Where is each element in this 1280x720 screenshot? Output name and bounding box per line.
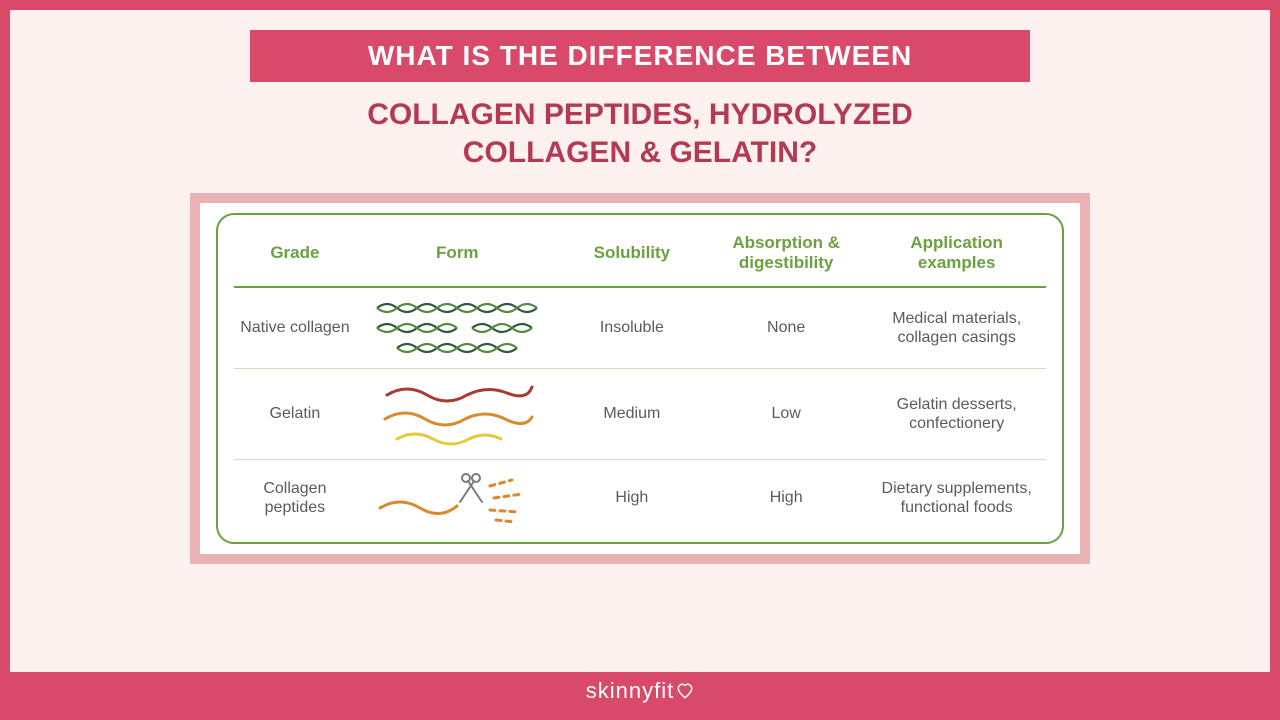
infographic-frame: WHAT IS THE DIFFERENCE BETWEEN COLLAGEN …: [0, 0, 1280, 720]
cell-absorption: High: [705, 459, 867, 536]
cell-solubility: High: [559, 459, 705, 536]
subtitle-line-2: COLLAGEN & GELATIN?: [10, 134, 1270, 172]
cell-grade: Collagen peptides: [234, 459, 356, 536]
title-banner: WHAT IS THE DIFFERENCE BETWEEN: [250, 30, 1030, 82]
col-header-grade: Grade: [234, 225, 356, 287]
table-inner: Grade Form Solubility Absorption & diges…: [216, 213, 1064, 544]
table-header-row: Grade Form Solubility Absorption & diges…: [234, 225, 1046, 287]
helix-icon: [372, 296, 542, 360]
col-header-solubility: Solubility: [559, 225, 705, 287]
cell-absorption: Low: [705, 368, 867, 459]
footer-bar: skinnyfit: [10, 672, 1270, 710]
cell-solubility: Medium: [559, 368, 705, 459]
subtitle: COLLAGEN PEPTIDES, HYDROLYZED COLLAGEN &…: [10, 96, 1270, 171]
cell-application: Dietary supplements, functional foods: [867, 459, 1046, 536]
waves-icon: [377, 377, 537, 451]
brand-logo-text: skinnyfit: [586, 678, 674, 704]
cell-form: [356, 368, 559, 459]
cell-application: Medical materials, collagen casings: [867, 287, 1046, 369]
cell-form: [356, 459, 559, 536]
cut-peptides-icon: [372, 468, 542, 528]
comparison-table: Grade Form Solubility Absorption & diges…: [234, 225, 1046, 536]
cell-absorption: None: [705, 287, 867, 369]
heart-icon: [676, 682, 694, 700]
subtitle-line-1: COLLAGEN PEPTIDES, HYDROLYZED: [10, 96, 1270, 134]
cell-grade: Gelatin: [234, 368, 356, 459]
cell-solubility: Insoluble: [559, 287, 705, 369]
table-frame: Grade Form Solubility Absorption & diges…: [190, 193, 1090, 564]
col-header-application: Application examples: [867, 225, 1046, 287]
cell-application: Gelatin desserts, confectionery: [867, 368, 1046, 459]
table-row: Collagen peptides: [234, 459, 1046, 536]
cell-grade: Native collagen: [234, 287, 356, 369]
cell-form: [356, 287, 559, 369]
col-header-absorption: Absorption & digestibility: [705, 225, 867, 287]
col-header-form: Form: [356, 225, 559, 287]
table-row: Native collagen: [234, 287, 1046, 369]
table-row: Gelatin Medium Low: [234, 368, 1046, 459]
